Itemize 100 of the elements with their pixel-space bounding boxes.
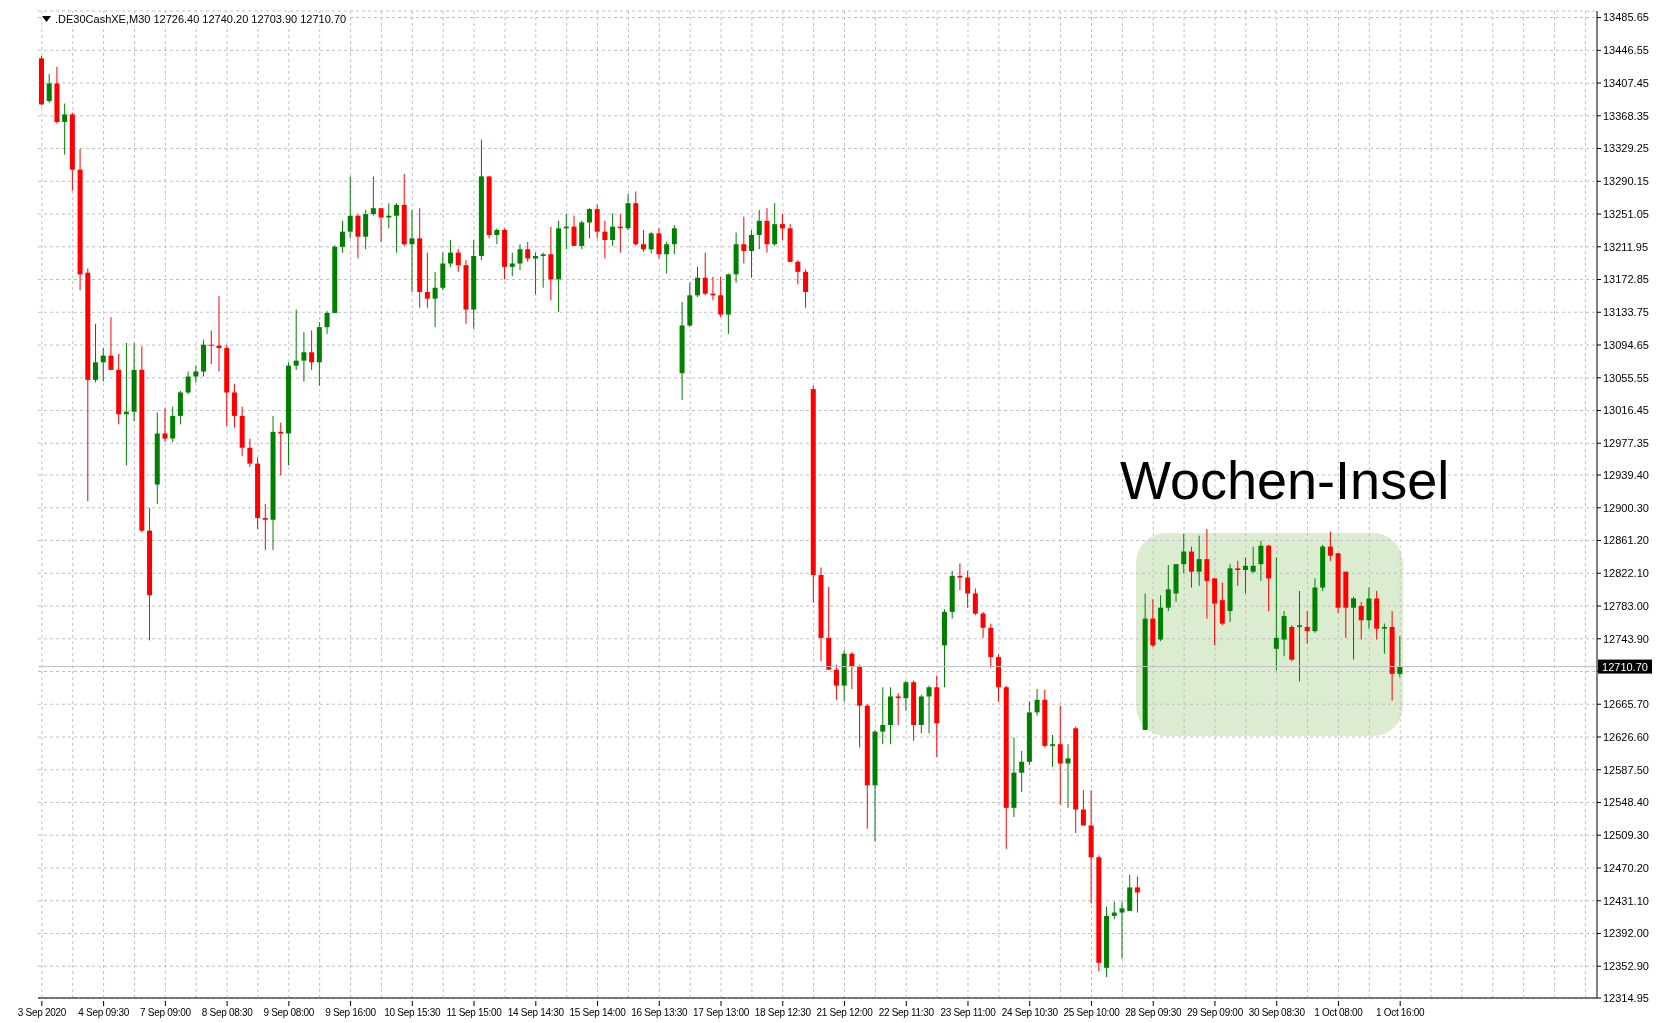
candlestick bbox=[517, 243, 523, 271]
candlestick bbox=[1127, 874, 1133, 912]
candlestick bbox=[833, 664, 839, 701]
candlestick bbox=[1281, 610, 1287, 657]
chart-title: .DE30CashXE,M30 12726.40 12740.20 12703.90 12710.70 bbox=[55, 13, 347, 25]
x-tick-label: 17 Sep 13:00 bbox=[693, 1007, 750, 1018]
x-tick-label: 3 Sep 2020 bbox=[17, 1007, 67, 1018]
candlestick bbox=[62, 103, 68, 156]
y-tick-label: 12743.90 bbox=[1603, 632, 1649, 645]
candlestick bbox=[965, 570, 971, 609]
x-tick-label: 25 Sep 10:00 bbox=[1063, 1007, 1121, 1018]
candlestick bbox=[741, 216, 747, 264]
y-tick-label: 13055.55 bbox=[1603, 371, 1649, 384]
candlestick bbox=[1034, 688, 1040, 717]
candlestick bbox=[347, 175, 353, 239]
candlestick bbox=[432, 271, 438, 328]
y-tick-label: 13446.55 bbox=[1603, 44, 1649, 57]
candlestick bbox=[648, 231, 654, 254]
x-tick-label: 29 Sep 09:00 bbox=[1187, 1007, 1244, 1018]
y-tick-label: 13211.95 bbox=[1603, 240, 1649, 253]
x-tick-label: 10 Sep 15:30 bbox=[384, 1007, 441, 1018]
candlestick bbox=[594, 204, 600, 239]
candlestick bbox=[309, 329, 315, 371]
candlestick bbox=[494, 227, 500, 245]
x-tick-label: 23 Sep 11:00 bbox=[940, 1007, 997, 1018]
candlestick bbox=[185, 371, 191, 395]
x-tick-label: 14 Sep 14:30 bbox=[507, 1007, 565, 1018]
candlestick bbox=[448, 239, 454, 268]
x-tick-label: 30 Sep 08:30 bbox=[1248, 1007, 1306, 1018]
candlestick bbox=[208, 329, 214, 365]
candlestick bbox=[540, 252, 546, 289]
candlestick bbox=[378, 207, 384, 243]
candlestick bbox=[1351, 596, 1357, 661]
y-tick-label: 13094.65 bbox=[1603, 338, 1649, 351]
candlestick bbox=[849, 651, 855, 690]
y-tick-label: 12392.00 bbox=[1603, 927, 1649, 940]
candlestick bbox=[1235, 560, 1241, 587]
candlestick bbox=[1327, 530, 1333, 562]
candlestick bbox=[957, 562, 963, 591]
candlestick bbox=[1165, 564, 1171, 612]
y-tick-label: 12900.30 bbox=[1603, 501, 1649, 514]
candlestick bbox=[702, 252, 708, 296]
candlestick bbox=[293, 309, 299, 371]
candlestick bbox=[162, 407, 168, 443]
y-tick-label: 13016.45 bbox=[1603, 404, 1649, 417]
y-tick-label: 12861.20 bbox=[1603, 534, 1649, 547]
y-tick-label: 12626.60 bbox=[1603, 730, 1649, 743]
candlestick bbox=[571, 215, 577, 247]
candlestick bbox=[455, 248, 461, 273]
y-tick-label: 12587.50 bbox=[1603, 763, 1649, 776]
annotation: Wochen-Insel bbox=[1120, 450, 1450, 510]
candlestick bbox=[1273, 556, 1279, 672]
candlestick bbox=[363, 209, 369, 250]
candlestick bbox=[764, 207, 770, 254]
candlestick bbox=[1242, 556, 1248, 594]
candlestick bbox=[1297, 590, 1303, 682]
candlestick bbox=[1397, 635, 1403, 678]
x-tick-label: 24 Sep 10:30 bbox=[1001, 1007, 1059, 1018]
candlestick bbox=[1304, 610, 1310, 645]
candlestick bbox=[671, 224, 677, 255]
y-tick-label: 12470.20 bbox=[1603, 861, 1649, 874]
candlestick bbox=[1358, 601, 1364, 641]
candlestick bbox=[779, 213, 785, 241]
candlestick bbox=[579, 220, 585, 250]
candlestick bbox=[795, 259, 801, 285]
candlestick bbox=[749, 229, 755, 279]
candlestick bbox=[509, 252, 515, 277]
candlestick bbox=[46, 73, 52, 104]
y-tick-label: 12509.30 bbox=[1603, 829, 1649, 842]
candlestick bbox=[108, 316, 114, 371]
candlestick bbox=[355, 213, 361, 259]
x-tick-label: 22 Sep 11:30 bbox=[878, 1007, 935, 1018]
x-tick-label: 7 Sep 09:00 bbox=[140, 1007, 192, 1018]
candlestick bbox=[926, 685, 932, 734]
y-tick-label: 12783.00 bbox=[1603, 599, 1649, 612]
candlestick bbox=[880, 686, 886, 745]
candlestick bbox=[1019, 750, 1025, 793]
candlestick bbox=[424, 252, 430, 309]
y-tick-label: 13329.25 bbox=[1603, 142, 1649, 155]
candlestick bbox=[664, 241, 670, 275]
candlestick bbox=[409, 209, 415, 293]
x-tick-label: 11 Sep 15:00 bbox=[446, 1007, 503, 1018]
candlestick bbox=[301, 331, 307, 383]
candlestick bbox=[903, 680, 909, 712]
candlestick bbox=[170, 406, 176, 443]
y-tick-label: 12352.90 bbox=[1603, 960, 1649, 973]
candlestick bbox=[262, 503, 268, 551]
x-tick-label: 28 Sep 09:30 bbox=[1125, 1007, 1182, 1018]
candlestick bbox=[1080, 789, 1086, 826]
candlestick bbox=[1050, 734, 1056, 768]
y-tick-label: 13251.05 bbox=[1603, 207, 1649, 220]
candlestick bbox=[1258, 540, 1264, 582]
x-tick-label: 9 Sep 08:00 bbox=[263, 1007, 315, 1018]
candlestick bbox=[1188, 546, 1194, 589]
candlestick bbox=[231, 383, 237, 429]
candlestick bbox=[656, 227, 662, 259]
candlestick bbox=[772, 202, 778, 247]
y-tick-label: 13133.75 bbox=[1603, 306, 1649, 319]
candlestick bbox=[640, 229, 646, 253]
candlestick bbox=[586, 207, 592, 239]
